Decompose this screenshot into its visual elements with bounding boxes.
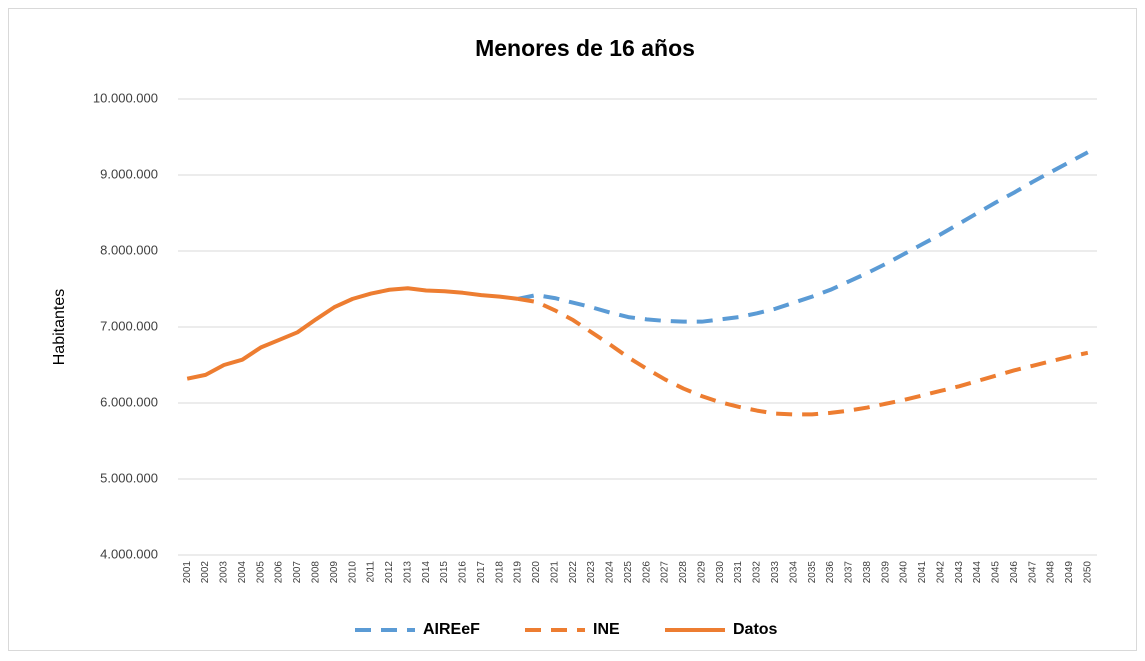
x-tick-label: 2032 <box>752 561 763 584</box>
x-tick-label: 2046 <box>1009 561 1020 584</box>
x-tick-label: 2038 <box>862 561 873 584</box>
x-tick-label: 2039 <box>880 561 891 584</box>
x-tick-label: 2010 <box>347 561 358 584</box>
x-tick-label: 2018 <box>494 561 505 584</box>
y-tick-label: 6.000.000 <box>100 394 158 409</box>
x-tick-label: 2020 <box>531 561 542 584</box>
chart-border <box>8 8 1137 651</box>
x-tick-label: 2026 <box>641 561 652 584</box>
x-tick-label: 2033 <box>770 561 781 584</box>
y-tick-label: 9.000.000 <box>100 166 158 181</box>
x-tick-label: 2036 <box>825 561 836 584</box>
y-tick-label: 4.000.000 <box>100 546 158 561</box>
x-tick-label: 2034 <box>788 561 799 584</box>
x-tick-label: 2035 <box>807 561 818 584</box>
x-tick-label: 2008 <box>310 561 321 584</box>
x-tick-label: 2005 <box>255 561 266 584</box>
x-tick-label: 2043 <box>954 561 965 584</box>
x-tick-label: 2028 <box>678 561 689 584</box>
x-tick-label: 2041 <box>917 561 928 584</box>
x-tick-label: 2048 <box>1046 561 1057 584</box>
x-tick-label: 2042 <box>935 561 946 584</box>
series-line <box>517 296 1089 417</box>
x-tick-label: 2049 <box>1064 561 1075 584</box>
series-line <box>517 150 1089 324</box>
x-tick-label: 2037 <box>844 561 855 584</box>
x-tick-label: 2006 <box>274 561 285 584</box>
x-tick-label: 2015 <box>439 561 450 584</box>
x-tick-label: 2024 <box>605 561 616 584</box>
x-tick-label: 2045 <box>991 561 1002 584</box>
y-tick-label: 8.000.000 <box>100 242 158 257</box>
x-tick-label: 2013 <box>402 561 413 584</box>
x-tick-label: 2029 <box>696 561 707 584</box>
x-tick-label: 2007 <box>292 561 303 584</box>
legend-label: Datos <box>733 621 778 638</box>
x-tick-label: 2003 <box>219 561 230 584</box>
x-tick-label: 2025 <box>623 561 634 584</box>
x-tick-label: 2030 <box>715 561 726 584</box>
series-line <box>186 286 519 381</box>
x-tick-label: 2047 <box>1027 561 1038 584</box>
legend-label: INE <box>593 621 620 638</box>
x-tick-label: 2044 <box>972 561 983 584</box>
x-tick-label: 2040 <box>899 561 910 584</box>
x-tick-label: 2002 <box>200 561 211 584</box>
x-tick-label: 2021 <box>549 561 560 584</box>
y-tick-label: 10.000.000 <box>93 90 158 105</box>
x-tick-label: 2017 <box>476 561 487 584</box>
y-tick-label: 7.000.000 <box>100 318 158 333</box>
x-tick-label: 2009 <box>329 561 340 584</box>
x-tick-label: 2019 <box>513 561 524 584</box>
x-tick-label: 2016 <box>458 561 469 584</box>
y-tick-label: 5.000.000 <box>100 470 158 485</box>
y-axis-label: Habitantes <box>51 289 68 366</box>
x-tick-label: 2001 <box>182 561 193 584</box>
chart-title: Menores de 16 años <box>475 35 695 61</box>
x-tick-label: 2022 <box>568 561 579 584</box>
x-tick-label: 2004 <box>237 561 248 584</box>
x-tick-label: 2012 <box>384 561 395 584</box>
x-tick-label: 2027 <box>660 561 671 584</box>
x-tick-label: 2031 <box>733 561 744 584</box>
x-tick-label: 2011 <box>366 561 377 583</box>
x-tick-label: 2050 <box>1082 561 1093 584</box>
x-tick-label: 2023 <box>586 561 597 584</box>
x-tick-label: 2014 <box>421 561 432 584</box>
legend-label: AIREeF <box>423 621 480 638</box>
